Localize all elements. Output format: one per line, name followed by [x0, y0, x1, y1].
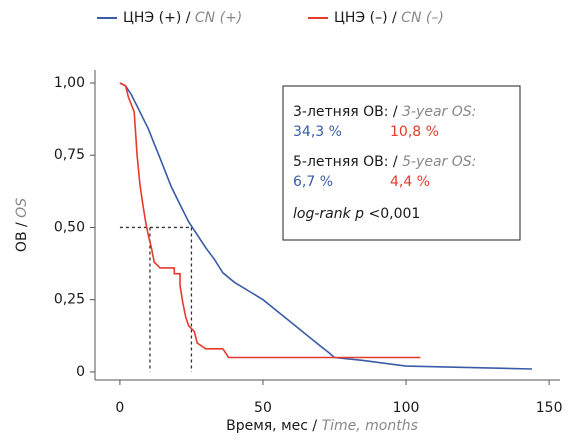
axis-label-text: Время, мес /: [226, 418, 317, 434]
legend-entry: ЦНЭ (–) / CN (–): [334, 10, 444, 26]
annotation-text: <0,001: [369, 206, 421, 222]
y-axis-label: ОВ / OS: [14, 198, 30, 252]
legend-text: CN (–): [401, 10, 444, 26]
y-tick-label: 0,75: [54, 147, 85, 163]
survival-curve: [119, 82, 533, 370]
legend-text: CN (+): [195, 10, 242, 26]
y-tick-label: 0,25: [54, 292, 85, 308]
x-tick-label: 50: [254, 400, 272, 416]
annotation-box: [282, 85, 521, 241]
y-tick-label: 1,00: [54, 75, 85, 91]
legend-text: ЦНЭ (+) /: [123, 10, 191, 26]
y-tick-label: 0,50: [54, 219, 85, 235]
annotation-line: log-rank p <0,001: [293, 206, 420, 222]
annotation-value: 4,4 %: [390, 174, 430, 190]
x-axis-label: Время, мес / Time, months: [226, 418, 418, 434]
axis-label-text: Time, months: [322, 418, 418, 434]
annotation-value: 6,7 %: [293, 174, 333, 190]
legend-entry: ЦНЭ (+) / CN (+): [123, 10, 242, 26]
axis-label-text: OS: [14, 198, 30, 218]
annotation-value: 10,8 %: [390, 124, 439, 140]
legend-text: ЦНЭ (–) /: [334, 10, 397, 26]
annotation-text: 5-year OS:: [402, 154, 476, 170]
annotation-line: 3-летняя ОВ: / 3-year OS:: [293, 104, 476, 120]
x-tick-label: 0: [115, 400, 124, 416]
x-tick-label: 100: [393, 400, 420, 416]
annotation-text: 3-летняя ОВ: /: [293, 104, 398, 120]
annotation-value: 34,3 %: [293, 124, 342, 140]
axis-label-text: ОВ /: [14, 222, 30, 252]
annotation-text: log-rank p: [293, 206, 364, 222]
x-tick-label: 150: [536, 400, 563, 416]
annotation-line: 5-летняя ОВ: / 5-year OS:: [293, 154, 476, 170]
annotation-text: 3-year OS:: [402, 104, 476, 120]
annotation-text: 5-летняя ОВ: /: [293, 154, 398, 170]
y-tick-label: 0: [76, 364, 85, 380]
survival-curve: [119, 82, 421, 359]
